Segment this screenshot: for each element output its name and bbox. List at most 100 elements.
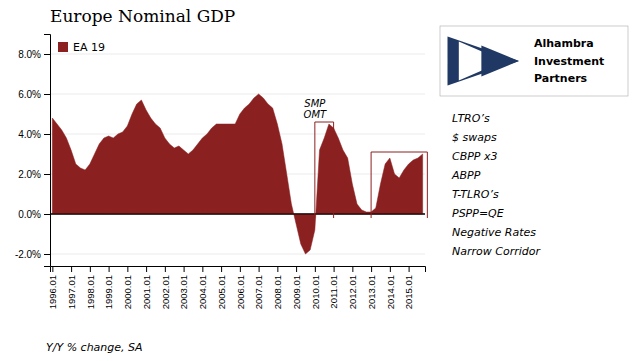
x-tick: 2004.01 [197, 266, 208, 309]
logo-text: Investment [534, 55, 604, 68]
x-tick-mark [259, 266, 260, 272]
annotation: T-TLRO’s [452, 188, 499, 201]
x-tick: 2012.01 [347, 266, 358, 309]
legend-label: EA 19 [73, 41, 105, 54]
y-tick: 8.0% [18, 49, 50, 60]
x-tick-mark [240, 266, 241, 272]
annotation: PSPP=QE [452, 207, 504, 220]
x-tick-mark [165, 266, 166, 272]
x-tick-mark [146, 266, 147, 272]
x-tick: 2015.01 [403, 266, 414, 309]
y-tick: 2.0% [18, 169, 50, 180]
x-tick: 1998.01 [85, 266, 96, 309]
x-tick: 1996.01 [47, 266, 58, 309]
x-tick-label: 1999.01 [103, 275, 114, 309]
x-tick-label: 2007.01 [253, 275, 264, 309]
x-tick: 2003.01 [178, 266, 189, 309]
x-tick-mark [352, 266, 353, 272]
annotation: LTRO’s [452, 112, 490, 125]
x-tick-mark [127, 266, 128, 272]
logo: AlhambraInvestmentPartners [440, 26, 628, 96]
y-tick-mark [44, 254, 50, 255]
y-tick-mark [44, 94, 50, 95]
x-tick: 2014.01 [385, 266, 396, 309]
x-tick: 2011.01 [328, 266, 339, 309]
y-tick-label: 6.0% [18, 89, 41, 100]
x-tick-label: 1998.01 [85, 275, 96, 309]
grid-line [50, 254, 425, 255]
grid-line [50, 54, 425, 55]
x-tick-mark [390, 266, 391, 272]
x-tick-mark [371, 266, 372, 272]
y-tick: 6.0% [18, 89, 50, 100]
x-tick: 2007.01 [253, 266, 264, 309]
y-axis-title: Y/Y % change, SA [46, 341, 143, 354]
x-tick: 2009.01 [291, 266, 302, 309]
y-tick-mark [44, 54, 50, 55]
y-axis-line [44, 35, 51, 267]
x-tick: 2002.01 [160, 266, 171, 309]
x-tick: 2008.01 [272, 266, 283, 309]
x-tick-mark [52, 266, 53, 272]
zero-line [50, 213, 425, 214]
area [52, 94, 422, 254]
annotation: Narrow Corridor [452, 245, 541, 258]
plot-area [52, 94, 422, 254]
x-tick-label: 2013.01 [366, 275, 377, 309]
annotation: ABPP [451, 169, 481, 182]
y-tick-label: 8.0% [18, 49, 41, 60]
x-tick-mark [71, 266, 72, 272]
title: Europe Nominal GDP [50, 6, 235, 26]
brackets: SMPOMT [304, 98, 428, 218]
x-tick-mark [277, 266, 278, 272]
grid [50, 54, 425, 254]
x-tick-label: 2003.01 [178, 275, 189, 309]
y-tick-label: 2.0% [18, 169, 41, 180]
x-tick-mark [409, 266, 410, 272]
y-tick-mark [44, 134, 50, 135]
chart: Europe Nominal GDP -2.0% 0.0% 2.0% 4.0% 6.0% 8… [0, 0, 641, 361]
zero-line [50, 213, 425, 214]
x-tick-mark [315, 266, 316, 272]
x-tick-label: 2005.01 [216, 275, 227, 309]
y-tick: 4.0% [18, 129, 50, 140]
grid-line [50, 94, 425, 95]
x-tick: 2010.01 [310, 266, 321, 309]
x-tick-label: 2001.01 [141, 275, 152, 309]
x-tick-label: 2012.01 [347, 275, 358, 309]
annotations: LTRO’s $ swaps CBPP x3 ABPP T-TLRO’s PSPP=QE N… [451, 112, 541, 258]
logo-box [440, 26, 628, 96]
x-tick-mark [90, 266, 91, 272]
y-axis: -2.0% 0.0% 2.0% 4.0% 6.0% 8.0% [15, 35, 51, 267]
logo-mark [448, 37, 519, 86]
x-tick: 2013.01 [366, 266, 377, 309]
logo-text: Alhambra [534, 37, 594, 50]
x-tick-label: 2010.01 [310, 275, 321, 309]
x-tick-label: 2006.01 [235, 275, 246, 309]
y-tick-label: 0.0% [18, 209, 41, 220]
annotation: $ swaps [452, 131, 497, 144]
annotation: CBPP x3 [452, 150, 498, 163]
x-tick: 2000.01 [122, 266, 133, 309]
y-tick-mark [44, 174, 50, 175]
x-tick-label: 2004.01 [197, 275, 208, 309]
x-tick: 1997.01 [66, 266, 77, 309]
x-tick: 2001.01 [141, 266, 152, 309]
x-tick-label: 2002.01 [160, 275, 171, 309]
logo-mark [481, 46, 519, 77]
x-tick: 2005.01 [216, 266, 227, 309]
legend: EA 19 [58, 41, 105, 54]
bracket-label: OMT [304, 109, 327, 120]
x-tick-mark [334, 266, 335, 272]
x-tick-mark [202, 266, 203, 272]
bracket-label: SMP [304, 98, 326, 109]
bracket [315, 122, 334, 218]
annotation: Negative Rates [452, 226, 536, 239]
x-tick-mark [221, 266, 222, 272]
x-tick: 1999.01 [103, 266, 114, 309]
y-tick-label: -2.0% [15, 249, 41, 260]
x-tick-label: 2015.01 [403, 275, 414, 309]
y-tick-mark [44, 214, 50, 215]
legend-swatch [58, 42, 68, 52]
x-tick-label: 2014.01 [385, 275, 396, 309]
